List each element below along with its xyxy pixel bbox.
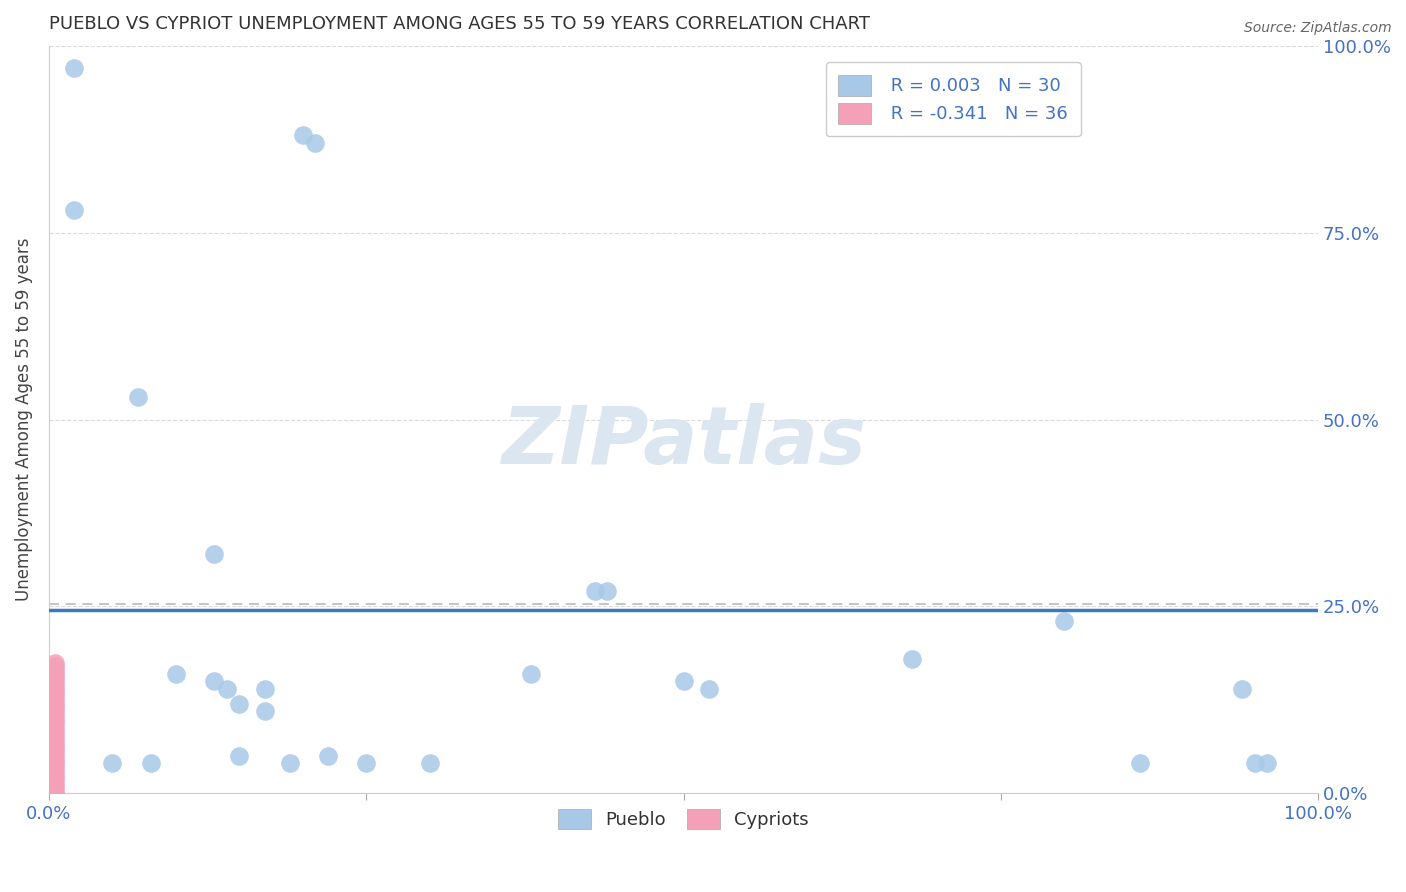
- Point: [44, 779, 66, 793]
- Point: [228, 748, 250, 763]
- Point: [520, 666, 543, 681]
- Point: [228, 697, 250, 711]
- Point: [139, 756, 162, 771]
- Point: [253, 704, 276, 718]
- Point: [44, 678, 66, 692]
- Point: [44, 738, 66, 752]
- Point: [278, 756, 301, 771]
- Point: [127, 390, 149, 404]
- Point: [101, 756, 124, 771]
- Point: [44, 681, 66, 696]
- Point: [44, 666, 66, 681]
- Point: [253, 681, 276, 696]
- Point: [44, 656, 66, 670]
- Point: [202, 674, 225, 689]
- Point: [44, 723, 66, 737]
- Point: [44, 772, 66, 786]
- Point: [1243, 756, 1265, 771]
- Point: [44, 704, 66, 718]
- Point: [44, 663, 66, 677]
- Point: [44, 685, 66, 699]
- Point: [291, 128, 314, 143]
- Point: [44, 753, 66, 767]
- Text: Source: ZipAtlas.com: Source: ZipAtlas.com: [1244, 21, 1392, 35]
- Point: [44, 764, 66, 778]
- Y-axis label: Unemployment Among Ages 55 to 59 years: Unemployment Among Ages 55 to 59 years: [15, 238, 32, 601]
- Point: [583, 584, 606, 599]
- Point: [44, 748, 66, 763]
- Point: [215, 681, 238, 696]
- Point: [697, 681, 720, 696]
- Point: [44, 745, 66, 759]
- Point: [596, 584, 619, 599]
- Point: [44, 775, 66, 789]
- Point: [672, 674, 695, 689]
- Legend: Pueblo, Cypriots: Pueblo, Cypriots: [551, 801, 815, 837]
- Text: ZIPatlas: ZIPatlas: [501, 403, 866, 481]
- Point: [304, 136, 326, 150]
- Point: [44, 659, 66, 673]
- Point: [901, 652, 924, 666]
- Point: [356, 756, 378, 771]
- Point: [63, 203, 86, 218]
- Point: [419, 756, 441, 771]
- Point: [44, 782, 66, 797]
- Point: [44, 734, 66, 748]
- Point: [1256, 756, 1278, 771]
- Point: [1129, 756, 1152, 771]
- Point: [44, 697, 66, 711]
- Point: [44, 712, 66, 726]
- Point: [44, 719, 66, 733]
- Point: [1230, 681, 1253, 696]
- Point: [202, 547, 225, 561]
- Point: [44, 674, 66, 689]
- Point: [44, 741, 66, 756]
- Point: [44, 731, 66, 745]
- Point: [44, 767, 66, 781]
- Text: PUEBLO VS CYPRIOT UNEMPLOYMENT AMONG AGES 55 TO 59 YEARS CORRELATION CHART: PUEBLO VS CYPRIOT UNEMPLOYMENT AMONG AGE…: [49, 15, 870, 33]
- Point: [63, 61, 86, 75]
- Point: [44, 786, 66, 800]
- Point: [44, 756, 66, 771]
- Point: [44, 726, 66, 740]
- Point: [44, 693, 66, 707]
- Point: [44, 715, 66, 730]
- Point: [44, 760, 66, 774]
- Point: [44, 689, 66, 703]
- Point: [44, 670, 66, 684]
- Point: [165, 666, 187, 681]
- Point: [316, 748, 339, 763]
- Point: [44, 707, 66, 722]
- Point: [44, 700, 66, 714]
- Point: [1053, 615, 1076, 629]
